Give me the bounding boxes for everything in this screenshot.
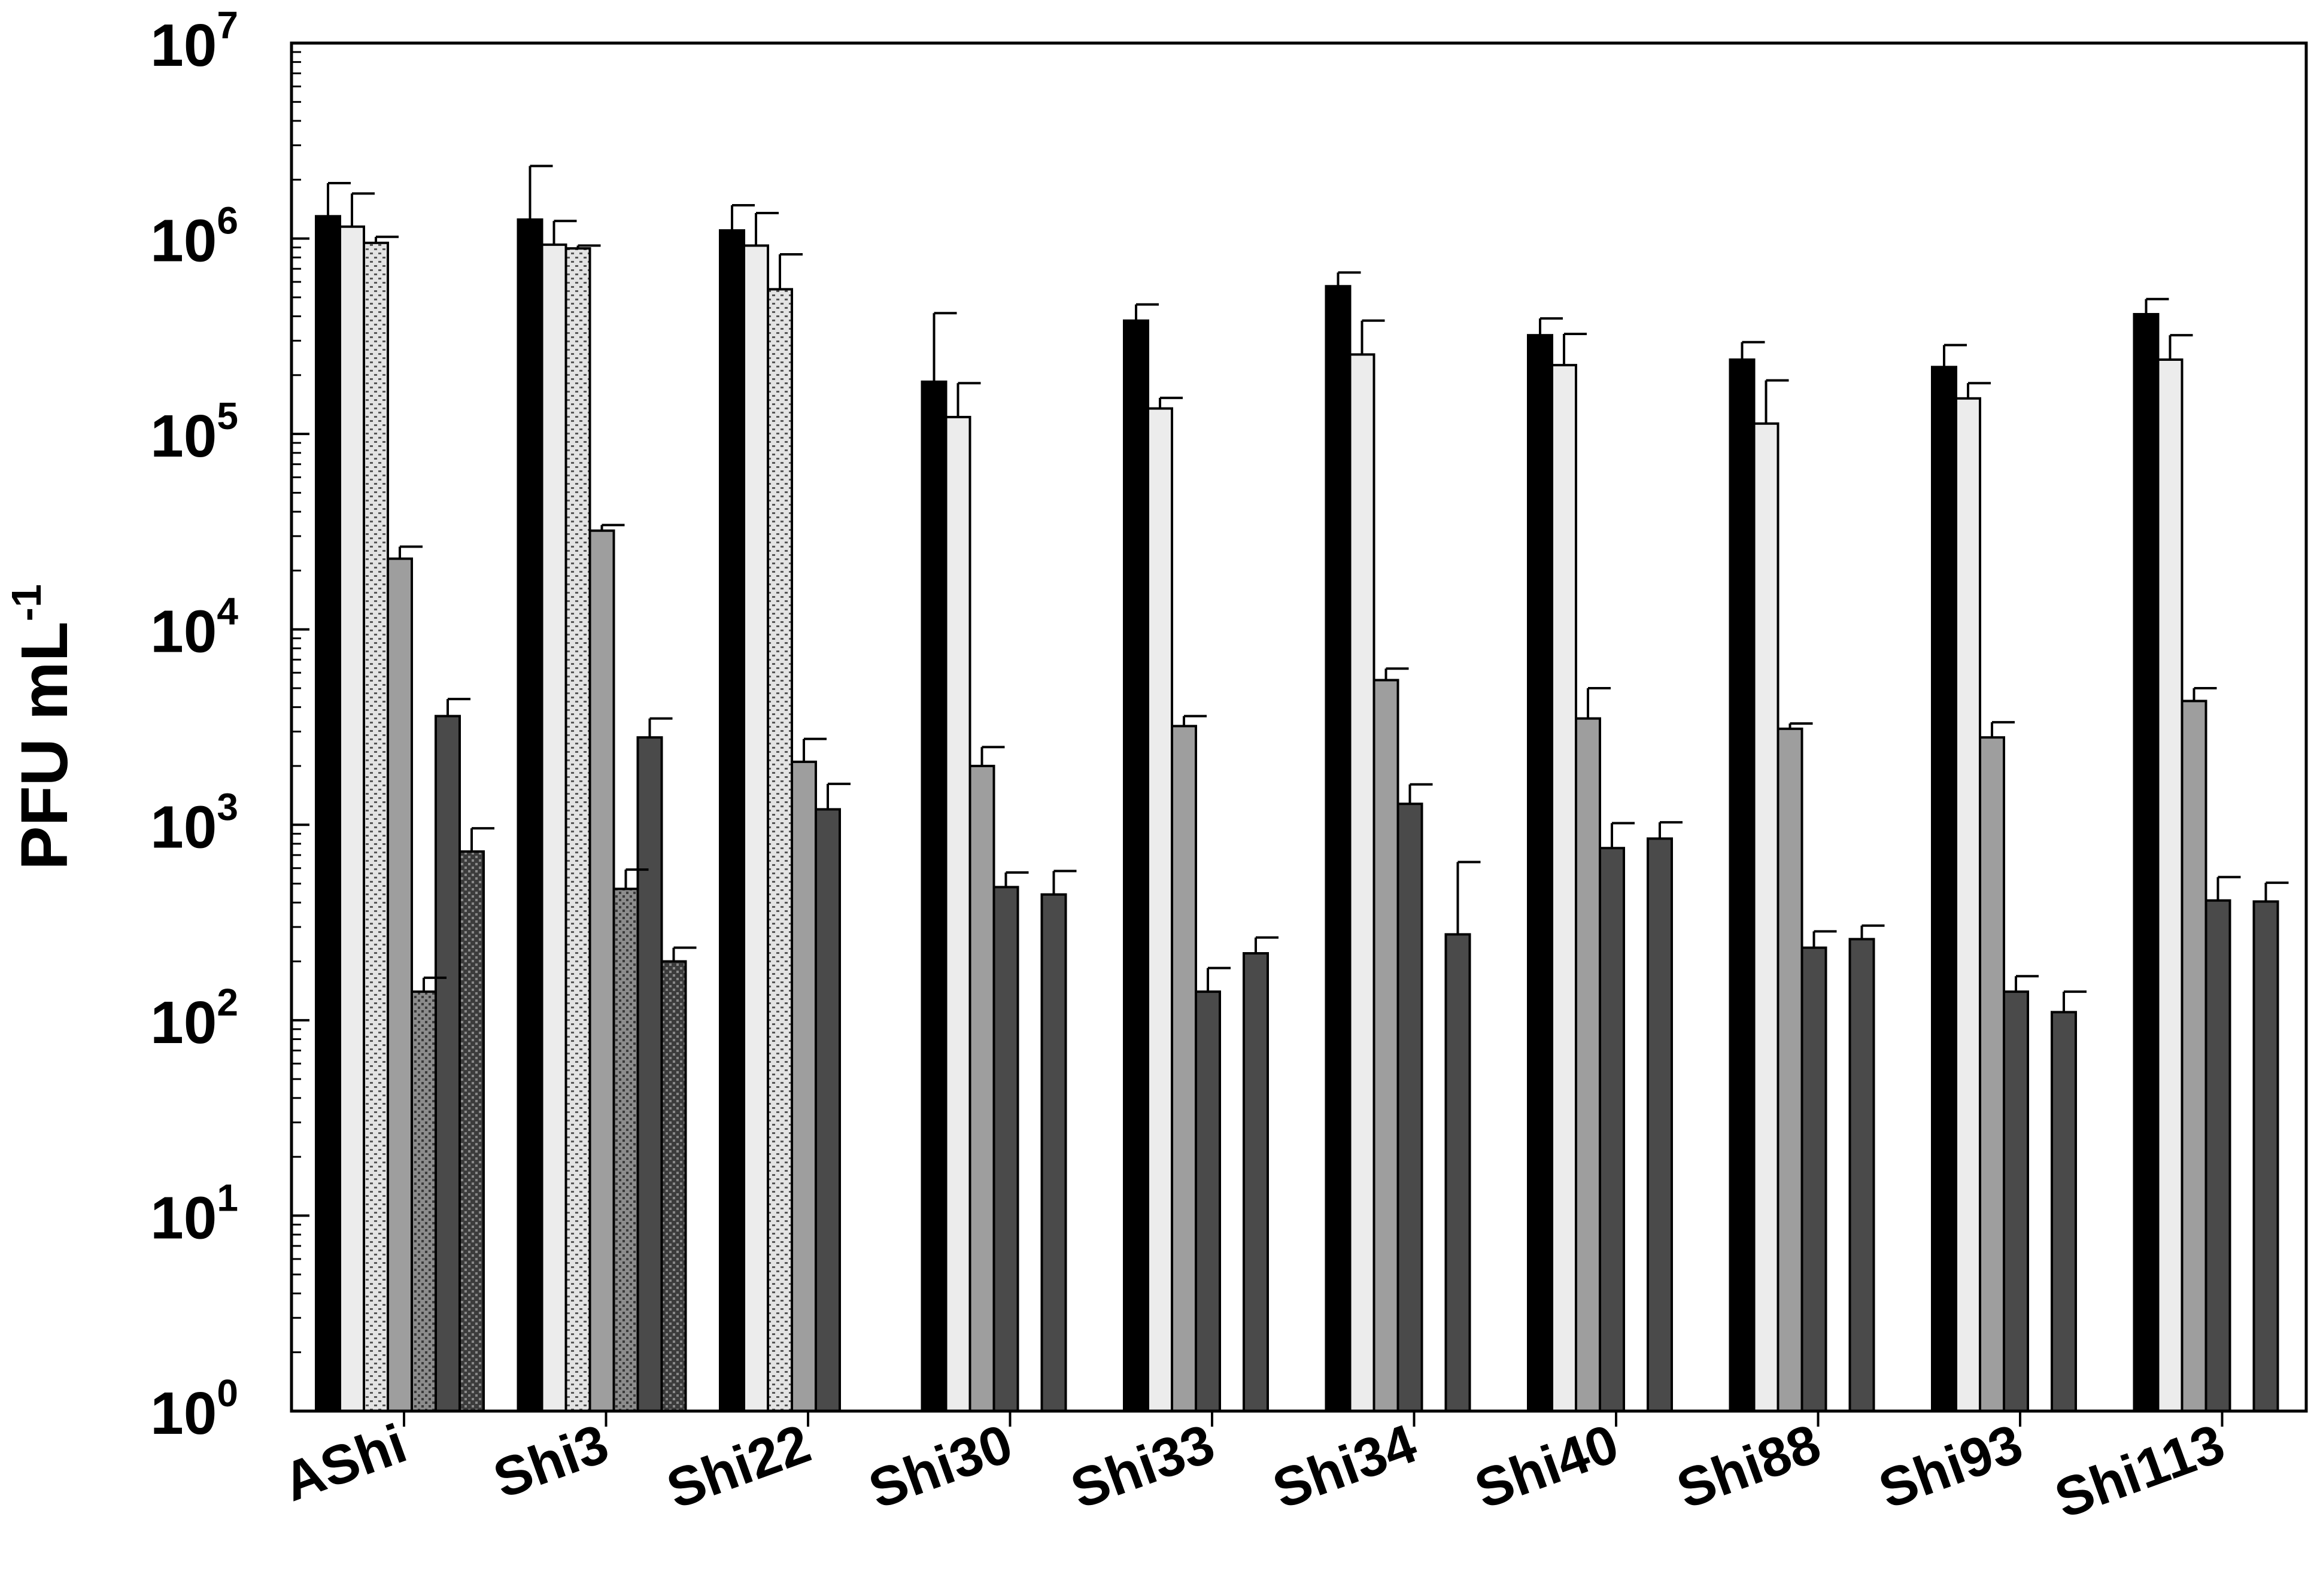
bar	[1777, 727, 1803, 1412]
x-tick-label: Shi93	[1871, 1413, 2030, 1521]
y-tick-label: 104	[150, 590, 238, 665]
y-tick-label-exponent: 3	[217, 785, 238, 828]
bar	[968, 764, 995, 1412]
x-tick-label: Shi33	[1063, 1413, 1222, 1521]
bar	[1040, 893, 1067, 1412]
bar	[315, 215, 341, 1412]
y-tick-label-base: 10	[150, 12, 217, 79]
bar	[1349, 353, 1375, 1413]
y-tick-label-base: 10	[150, 403, 217, 470]
bar	[1325, 285, 1352, 1412]
bar	[411, 990, 437, 1412]
y-tick-label: 105	[150, 394, 238, 470]
plot-area-frame	[290, 41, 2308, 1413]
x-tick-label: AShi	[275, 1413, 414, 1513]
bar	[815, 808, 841, 1412]
bar	[1243, 952, 1269, 1413]
bar	[540, 243, 567, 1412]
bar	[2204, 899, 2231, 1413]
x-tick-label: Shi113	[2047, 1413, 2232, 1530]
bar	[1979, 736, 2005, 1412]
bar	[1599, 847, 1625, 1412]
bar	[1800, 946, 1827, 1412]
bar	[1647, 837, 1673, 1412]
bar	[1147, 407, 1173, 1412]
y-tick-label-exponent: 2	[217, 981, 238, 1024]
y-tick-label-base: 10	[150, 208, 217, 275]
bar	[588, 529, 615, 1413]
y-tick-label-base: 10	[150, 1184, 217, 1251]
bar	[2252, 900, 2279, 1413]
y-axis-minor-ticks	[291, 42, 309, 1412]
y-axis-label-text: PFU mL	[8, 621, 81, 870]
bar	[1931, 366, 1957, 1412]
bar	[1955, 397, 1981, 1412]
y-tick-label: 102	[150, 981, 238, 1056]
y-tick-label: 100	[150, 1372, 238, 1447]
y-tick-label-exponent: 5	[217, 394, 238, 437]
x-tick-label: Shi22	[659, 1413, 818, 1521]
bar	[458, 850, 485, 1412]
bar	[1171, 725, 1197, 1412]
y-tick-label-base: 10	[150, 598, 217, 665]
bar	[743, 244, 769, 1412]
bar	[1444, 933, 1471, 1412]
bar	[1753, 422, 1779, 1412]
y-tick-label-exponent: 6	[217, 199, 238, 242]
bar	[564, 247, 591, 1412]
bar	[435, 715, 461, 1412]
y-tick-label-exponent: 7	[217, 4, 238, 47]
bar	[921, 380, 948, 1412]
bar	[719, 229, 745, 1413]
bar	[945, 415, 971, 1412]
bar	[2181, 700, 2207, 1412]
x-tick-label: Shi40	[1467, 1413, 1626, 1521]
x-tick-label: Shi88	[1669, 1413, 1829, 1521]
x-tick-label: Shi34	[1265, 1413, 1425, 1521]
bar	[2157, 358, 2184, 1413]
y-tick-label-exponent: 4	[217, 590, 238, 633]
y-tick-label-exponent: 0	[217, 1372, 238, 1415]
bar	[1527, 334, 1553, 1412]
bar	[791, 761, 817, 1412]
y-axis-label-superscript: -1	[3, 584, 50, 621]
bar	[2003, 990, 2029, 1412]
bar	[1575, 717, 1601, 1412]
y-tick-label-base: 10	[150, 989, 217, 1056]
x-axis-tick-labels: AShi Shi3 Shi22 Shi30 Shi33 Shi34 Shi40 Shi88 Sh…	[275, 1411, 2232, 1530]
bar	[1195, 990, 1221, 1412]
y-tick-label-base: 10	[150, 794, 217, 861]
bar	[636, 736, 663, 1412]
bar	[387, 557, 413, 1412]
bar	[1396, 802, 1423, 1413]
y-tick-label: 101	[150, 1176, 238, 1251]
bar	[2133, 313, 2160, 1412]
bar	[339, 225, 365, 1412]
x-tick-label: Shi3	[486, 1413, 616, 1510]
y-tick-label: 103	[150, 785, 238, 861]
x-tick-label: Shi30	[861, 1413, 1021, 1521]
y-axis-label: PFU mL-1	[3, 584, 81, 870]
bars-layer	[315, 215, 2279, 1413]
bar	[1729, 358, 1756, 1413]
bar	[517, 218, 543, 1413]
bar	[2051, 1011, 2077, 1412]
error-bars-layer	[327, 165, 2289, 1013]
y-tick-label: 107	[150, 4, 238, 79]
bar	[992, 886, 1019, 1412]
bar	[1372, 679, 1399, 1412]
y-tick-label-exponent: 1	[217, 1176, 238, 1219]
bar	[612, 887, 639, 1412]
bar	[1848, 938, 1875, 1413]
y-tick-label: 106	[150, 199, 238, 275]
bar	[660, 960, 687, 1412]
bar	[363, 241, 389, 1412]
y-tick-label-base: 10	[150, 1380, 217, 1447]
bar	[1551, 364, 1577, 1412]
bar	[1123, 319, 1149, 1412]
bar	[767, 288, 793, 1412]
